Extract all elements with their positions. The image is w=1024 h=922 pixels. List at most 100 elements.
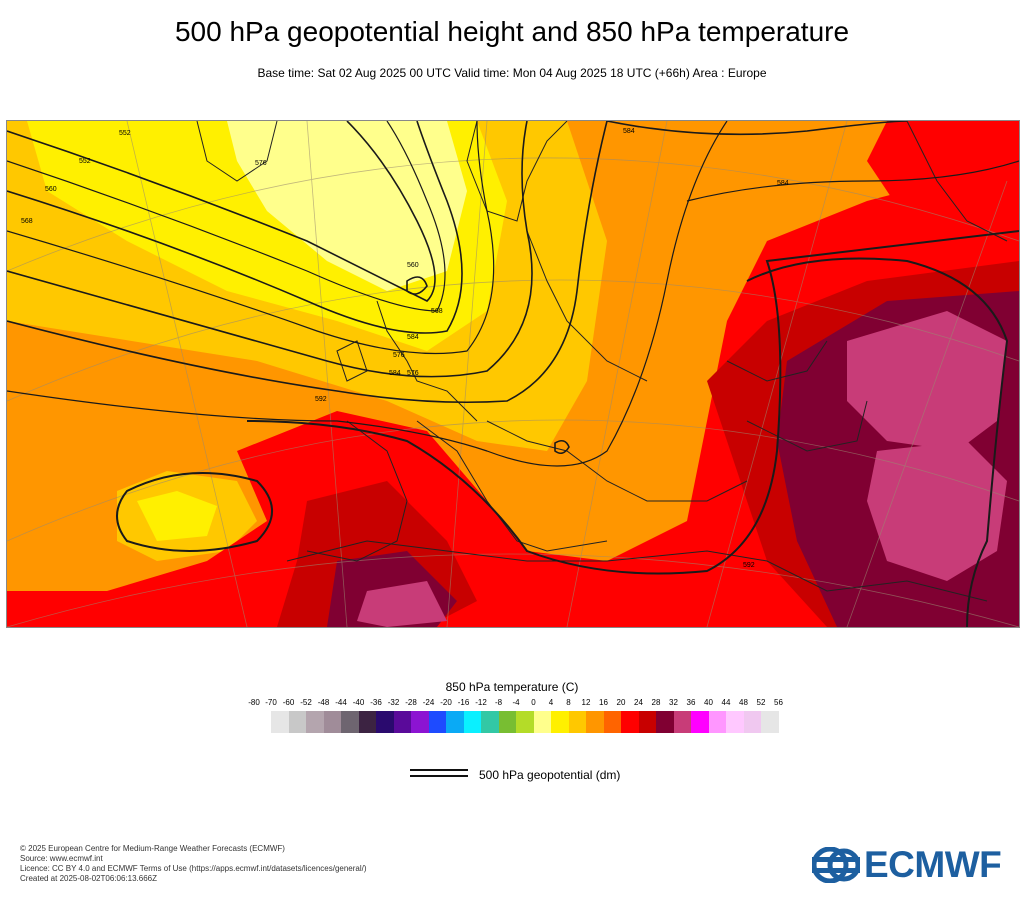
colorbar-swatch: [481, 711, 499, 733]
footer-created: Created at 2025-08-02T06:06:13.666Z: [20, 874, 157, 883]
colorbar-tick-label: -60: [282, 698, 295, 707]
colorbar-swatch: [341, 711, 359, 733]
colorbar-tick-label: 16: [599, 698, 608, 707]
temp-region-32-south: [867, 441, 1007, 581]
colorbar-swatch: [638, 711, 656, 733]
colorbar-swatch: [516, 711, 534, 733]
colorbar-labels: -80 -70 -60 -52 -48 -44 -40 -36 -32 -28 -24 -20 -16-…: [0, 698, 1024, 710]
geopotential-contours: [7, 121, 1019, 627]
chart-subtitle: Base time: Sat 02 Aug 2025 00 UTC Valid …: [257, 66, 767, 80]
colorbar-tick-label: -12: [475, 698, 487, 707]
contour-label: 592: [743, 562, 755, 569]
colorbar-swatch: [498, 711, 516, 733]
colorbar-tick-label: -36: [370, 698, 382, 707]
footer-licence: Licence: CC BY 4.0 and ECMWF Terms of Us…: [20, 864, 367, 873]
colorbar-swatch: [358, 711, 376, 733]
temp-region-20-north: [867, 121, 1019, 241]
colorbar: [271, 711, 779, 733]
colorbar-tick-label: 28: [651, 698, 661, 707]
colorbar-tick-label: -4: [512, 698, 520, 707]
colorbar-tick-label: -32: [387, 698, 400, 707]
colorbar-tick-label: 12: [581, 698, 591, 707]
colorbar-tick-label: -44: [335, 698, 347, 707]
footer: © 2025 European Centre for Medium-Range …: [20, 844, 367, 884]
colorbar-swatch: [393, 711, 411, 733]
colorbar-swatch: [743, 711, 761, 733]
colorbar-tick-label: 56: [774, 698, 783, 707]
colorbar-swatch: [586, 711, 604, 733]
colorbar-tick-label: -16: [457, 698, 470, 707]
colorbar-tick-label: -52: [300, 698, 312, 707]
temp-region-32-west: [357, 581, 447, 627]
colorbar-swatch: [551, 711, 569, 733]
contour-label: 560: [407, 262, 419, 269]
colorbar-title: 850 hPa temperature (C): [445, 680, 579, 694]
contour-label: 584: [623, 128, 635, 135]
contour-label: 552: [79, 158, 91, 165]
colorbar-tick-label: 8: [566, 698, 571, 707]
footer-source: Source: www.ecmwf.int: [20, 854, 103, 863]
contour-label: 576: [407, 370, 419, 377]
temp-region-32: [847, 311, 1007, 451]
colorbar-tick-label: 4: [548, 698, 554, 707]
colorbar-tick-label: 48: [739, 698, 748, 707]
chart-title: 500 hPa geopotential height and 850 hPa …: [174, 16, 850, 47]
contour-label: 568: [21, 218, 33, 225]
contour-label: 584: [389, 370, 401, 377]
contour-label: 560: [45, 186, 57, 193]
colorbar-tick-label: 24: [634, 698, 643, 707]
contour-label: 576: [393, 352, 405, 359]
forecast-map[interactable]: 552 552 560 568 576 584 592 584 576 568 …: [6, 120, 1020, 628]
colorbar-tick-label: -80: [248, 698, 260, 707]
colorbar-tick-label: 44: [721, 698, 731, 707]
colorbar-swatch: [568, 711, 586, 733]
contour-label: 568: [431, 308, 443, 315]
contour-label: 584: [407, 334, 419, 341]
geopotential-legend-line: [410, 769, 468, 777]
colorbar-tick-label: 40: [704, 698, 713, 707]
colorbar-swatch: [306, 711, 324, 733]
colorbar-swatch: [656, 711, 674, 733]
colorbar-tick-label: -8: [494, 698, 503, 707]
colorbar-swatch: [708, 711, 726, 733]
ecmwf-logo-text: ECMWF: [864, 844, 1002, 885]
colorbar-swatch: [376, 711, 394, 733]
colorbar-swatch: [603, 711, 621, 733]
map-canvas: 552 552 560 568 576 584 592 584 576 568 …: [7, 121, 1019, 627]
colorbar-tick-label: -48: [317, 698, 330, 707]
colorbar-swatch: [533, 711, 551, 733]
contour-label: 552: [119, 130, 131, 137]
colorbar-tick-label: -20: [440, 698, 452, 707]
colorbar-swatch: [323, 711, 341, 733]
colorbar-swatch: [288, 711, 306, 733]
colorbar-tick-label: 32: [669, 698, 678, 707]
footer-copyright: © 2025 European Centre for Medium-Range …: [20, 844, 285, 853]
colorbar-tick-label: 20: [616, 698, 626, 707]
ecmwf-logo-icon: [812, 847, 860, 883]
contour-label: 592: [315, 396, 327, 403]
contour-labels: 552 552 560 568 576 584 592 584 576 568 …: [21, 128, 789, 569]
colorbar-swatch: [673, 711, 691, 733]
temp-region-4: [227, 121, 467, 291]
colorbar-tick-label: 36: [686, 698, 696, 707]
coastlines: [196, 121, 1008, 602]
colorbar-swatch: [271, 711, 289, 733]
ecmwf-logo: ECMWF: [812, 844, 1012, 886]
colorbar-tick-label: -40: [352, 698, 365, 707]
contour-label: 576: [255, 160, 267, 167]
colorbar-swatch: [411, 711, 429, 733]
temp-region-8-west: [137, 491, 217, 541]
colorbar-swatch: [761, 711, 779, 733]
colorbar-tick-label: 0: [531, 698, 536, 707]
colorbar-tick-label: -24: [422, 698, 435, 707]
colorbar-tick-label: -28: [405, 698, 417, 707]
colorbar-swatch: [726, 711, 744, 733]
colorbar-swatch: [463, 711, 481, 733]
colorbar-swatch: [428, 711, 446, 733]
colorbar-swatch: [691, 711, 709, 733]
colorbar-swatch: [446, 711, 464, 733]
colorbar-tick-label: -70: [265, 698, 277, 707]
geopotential-legend-label: 500 hPa geopotential (dm): [479, 768, 621, 782]
colorbar-swatch: [621, 711, 639, 733]
colorbar-tick-label: 52: [756, 698, 766, 707]
